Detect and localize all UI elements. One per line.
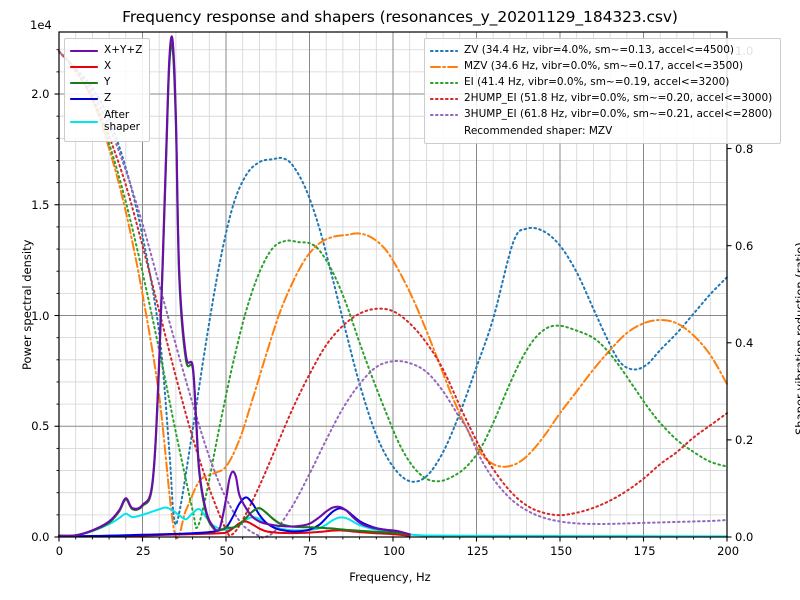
y-tick-label-left: 0.5 [31, 419, 50, 434]
y-axis-label-right: Shaper vibration reduction (ratio) [793, 242, 800, 435]
x-tick-label: 75 [302, 544, 318, 558]
legend-item-mzv[interactable]: MZV (34.6 Hz, vibr=0.0%, sm~=0.17, accel… [429, 59, 772, 75]
y-tick-label-left: 0.0 [31, 530, 50, 544]
shaper-curve-ei [58, 50, 728, 529]
legend-color-swatch [429, 44, 459, 58]
shaper-curve-mzv [58, 50, 728, 539]
legend-label: 2HUMP_EI (51.8 Hz, vibr=0.0%, sm~=0.20, … [464, 92, 773, 105]
y-tick-label-left: 1.5 [31, 197, 50, 212]
legend-label: MZV (34.6 Hz, vibr=0.0%, sm~=0.17, accel… [464, 60, 744, 73]
legend-item-x-y-z[interactable]: X+Y+Z [69, 43, 143, 59]
legend-label: After shaper [104, 109, 141, 133]
shaper-curve-zv [58, 50, 728, 526]
legend-item-zv[interactable]: ZV (34.4 Hz, vibr=4.0%, sm~=0.13, accel<… [429, 43, 772, 59]
legend-signals[interactable]: X+Y+Z X Y Z After shaper [64, 38, 151, 142]
legend-line-sample [69, 65, 99, 69]
legend-label: X+Y+Z [104, 44, 143, 57]
psd-curve-x-y-z [57, 35, 411, 537]
legend-item-after-shaper[interactable]: After shaper [69, 107, 142, 137]
legend-line-sample [429, 81, 459, 85]
legend-color-swatch [429, 92, 459, 106]
legend-color-swatch [69, 44, 99, 58]
legend-label: EI (41.4 Hz, vibr=0.0%, sm~=0.19, accel<… [464, 76, 730, 89]
psd-curve-after-shaper [58, 506, 728, 538]
y-tick-label-right: 0.0 [735, 530, 754, 544]
legend-label: Y [104, 76, 111, 89]
y-tick-label-right: 0.2 [735, 432, 754, 447]
y-axis-offset-text: 1e4 [30, 18, 52, 32]
legend-shapers[interactable]: ZV (34.4 Hz, vibr=4.0%, sm~=0.13, accel<… [424, 38, 782, 144]
y-axis-label-left: Power spectral density [20, 239, 34, 370]
legend-item-z[interactable]: Z [69, 91, 142, 107]
y-tick-label-right: 0.4 [735, 335, 754, 350]
legend-line-sample [69, 49, 99, 53]
legend-item-3hump_ei[interactable]: 3HUMP_EI (61.8 Hz, vibr=0.0%, sm~=0.21, … [429, 107, 773, 123]
legend-line-sample [429, 49, 459, 53]
legend-item-2hump_ei[interactable]: 2HUMP_EI (51.8 Hz, vibr=0.0%, sm~=0.20, … [429, 91, 773, 107]
legend-color-swatch [69, 76, 99, 90]
y-tick-label-left: 2.0 [31, 87, 50, 102]
chart-title: Frequency response and shapers (resonanc… [122, 8, 678, 26]
x-tick-label: 150 [550, 544, 573, 558]
legend-line-sample [429, 113, 459, 117]
y-tick-label-right: 0.6 [735, 238, 754, 253]
legend-item-y[interactable]: Y [69, 75, 142, 91]
x-tick-label: 50 [219, 544, 235, 558]
shaper-curve-2hump_ei [58, 50, 728, 537]
shaper-curve-3hump_ei [58, 50, 728, 539]
x-tick-label: 175 [633, 544, 656, 558]
legend-line-sample [69, 120, 99, 124]
legend-label: ZV (34.4 Hz, vibr=4.0%, sm~=0.13, accel<… [464, 44, 734, 57]
legend-label: Z [104, 92, 112, 105]
legend-label: X [104, 60, 112, 73]
recommended-shaper-note: Recommended shaper: MZV [430, 123, 772, 139]
legend-line-sample [429, 97, 459, 101]
x-tick-label: 25 [135, 544, 151, 558]
x-axis-label: Frequency, Hz [349, 570, 431, 584]
legend-line-sample [429, 65, 459, 69]
psd-curves [57, 35, 728, 538]
legend-color-swatch [429, 76, 459, 90]
legend-line-sample [69, 97, 99, 101]
legend-color-swatch [69, 92, 99, 106]
legend-color-swatch [69, 115, 99, 129]
legend-color-swatch [429, 60, 459, 74]
x-tick-label: 0 [55, 544, 64, 558]
x-tick-label: 100 [383, 544, 406, 558]
legend-color-swatch [69, 60, 99, 74]
legend-label: 3HUMP_EI (61.8 Hz, vibr=0.0%, sm~=0.21, … [464, 108, 773, 121]
legend-color-swatch [429, 108, 459, 122]
x-tick-label: 200 [717, 544, 740, 558]
x-tick-label: 125 [466, 544, 489, 558]
legend-item-x[interactable]: X [69, 59, 142, 75]
recommended-shaper-text: Recommended shaper: MZV [464, 125, 613, 137]
y-tick-label-right: 0.8 [735, 141, 754, 156]
legend-line-sample [69, 81, 99, 85]
y-tick-label-left: 1.0 [31, 308, 50, 323]
shaper-curves [58, 50, 728, 539]
legend-item-ei[interactable]: EI (41.4 Hz, vibr=0.0%, sm~=0.19, accel<… [429, 75, 772, 91]
